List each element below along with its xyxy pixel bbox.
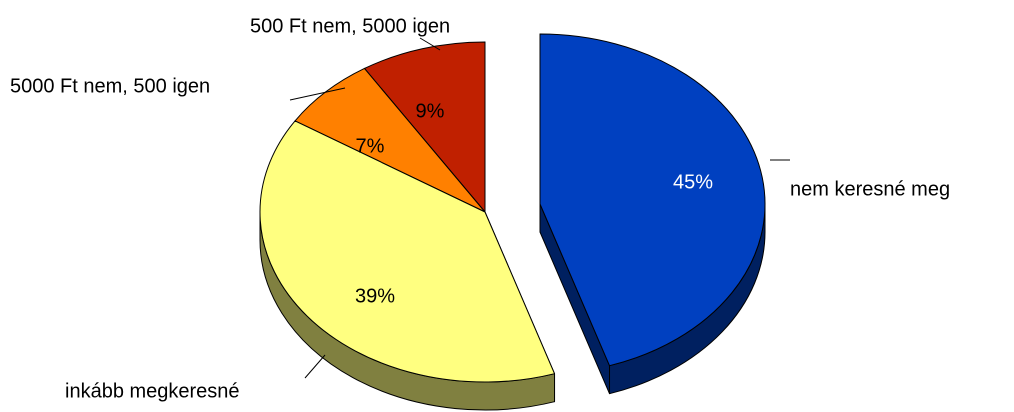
category-label: inkább megkeresné	[65, 380, 240, 402]
leader-line	[304, 354, 326, 379]
leader-line	[289, 87, 346, 101]
data-label: 9%	[416, 100, 445, 122]
category-label: 500 Ft nem, 5000 igen	[250, 15, 450, 37]
data-label: 45%	[673, 171, 713, 193]
pie-slice	[539, 33, 766, 367]
category-label: nem keresné meg	[790, 178, 950, 200]
data-label: 39%	[355, 285, 395, 307]
category-label: 5000 Ft nem, 500 igen	[10, 75, 210, 97]
leader-line	[419, 37, 441, 51]
pie-slice	[259, 120, 556, 383]
data-label: 7%	[356, 135, 385, 157]
pie-slice	[363, 41, 486, 213]
